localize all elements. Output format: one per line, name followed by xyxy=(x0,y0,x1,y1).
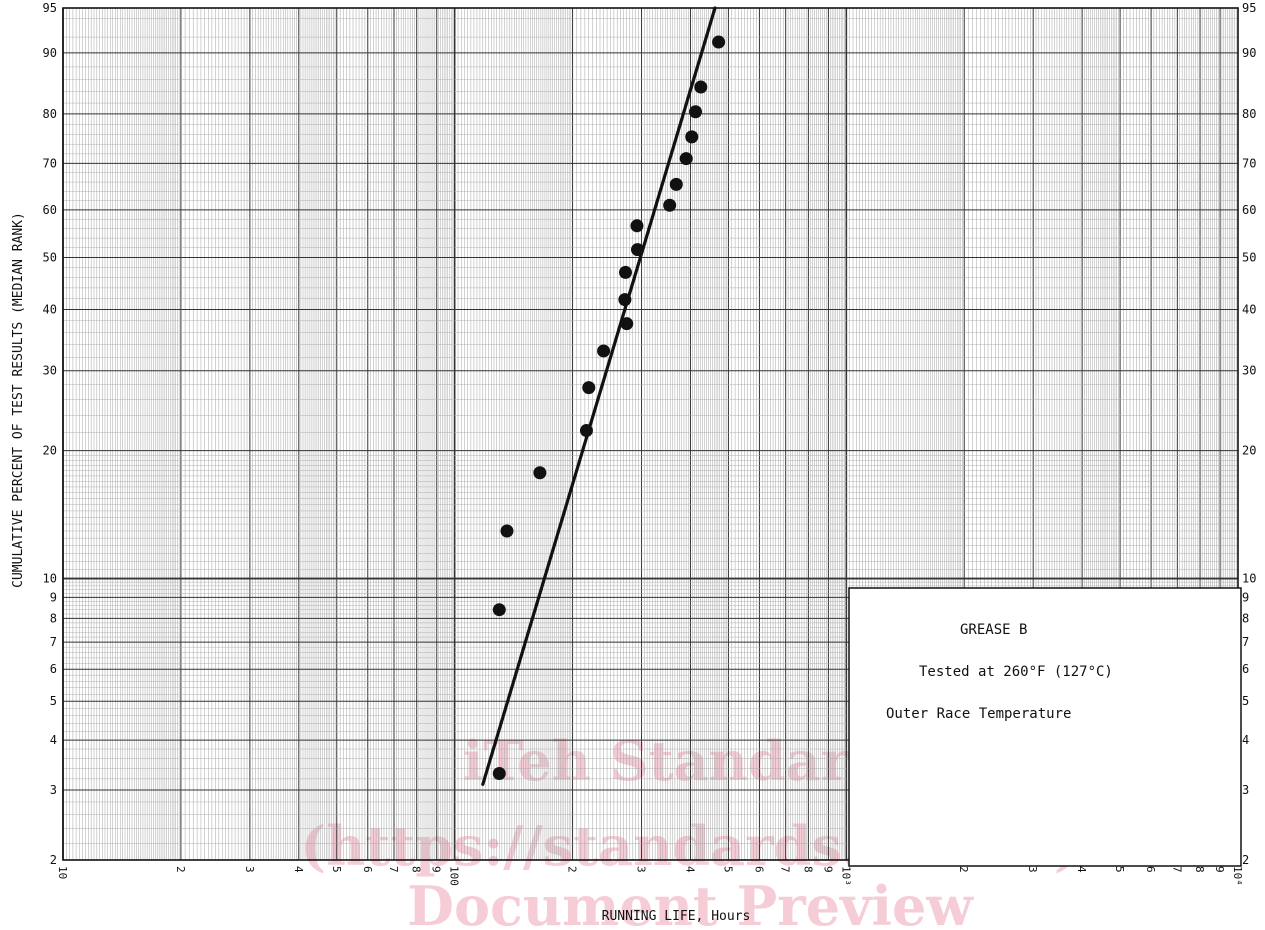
data-point xyxy=(712,35,726,49)
y-tick-label-left: 80 xyxy=(43,107,57,121)
y-tick-label-left: 10 xyxy=(43,572,57,586)
x-tick-label: 9 xyxy=(1213,866,1226,873)
x-tick-label: 8 xyxy=(1193,866,1206,873)
data-point xyxy=(500,524,514,538)
x-tick-label: 6 xyxy=(1144,866,1157,873)
x-tick-label: 5 xyxy=(330,866,343,873)
y-tick-label-right: 40 xyxy=(1242,302,1256,316)
x-tick-label: 7 xyxy=(779,866,792,873)
data-series xyxy=(481,6,726,786)
x-tick-label: 5 xyxy=(721,866,734,873)
y-tick-label-left: 8 xyxy=(50,611,57,625)
x-tick-label: 7 xyxy=(387,866,400,873)
data-point xyxy=(492,767,506,781)
y-tick-label-right: 8 xyxy=(1242,611,1249,625)
y-tick-label-left: 60 xyxy=(43,203,57,217)
y-tick-label-left: 90 xyxy=(43,46,57,60)
y-tick-label-right: 9 xyxy=(1242,590,1249,604)
y-tick-label-right: 6 xyxy=(1242,662,1249,676)
y-tick-label-right: 70 xyxy=(1242,156,1256,170)
x-tick-label: 4 xyxy=(683,866,696,873)
data-point xyxy=(620,317,634,331)
y-tick-label-left: 6 xyxy=(50,662,57,676)
data-point xyxy=(582,381,596,395)
x-tick-label: 100 xyxy=(448,866,461,886)
x-axis-title: RUNNING LIFE, Hours xyxy=(602,909,751,924)
x-tick-label: 2 xyxy=(566,866,579,873)
y-tick-label-right: 50 xyxy=(1242,250,1256,264)
plot-border xyxy=(62,7,1239,861)
x-tick-label: 3 xyxy=(635,866,648,873)
data-point xyxy=(630,219,644,233)
data-point xyxy=(618,265,632,279)
data-point xyxy=(689,105,703,119)
y-tick-label-left: 95 xyxy=(43,1,57,15)
data-point xyxy=(694,80,708,94)
x-tick-label: 5 xyxy=(1113,866,1126,873)
y-tick-label-right: 10 xyxy=(1242,572,1256,586)
annotation-box-bg xyxy=(848,587,1242,867)
y-tick-label-right: 5 xyxy=(1242,694,1249,708)
data-point xyxy=(533,466,547,480)
annotation-line-1: GREASE B xyxy=(960,622,1027,638)
x-tick-label: 10⁴ xyxy=(1231,866,1244,886)
x-tick-label: 6 xyxy=(361,866,374,873)
annotation-line-2: Tested at 260°F (127°C) xyxy=(919,664,1113,680)
y-tick-label-left: 7 xyxy=(50,635,57,649)
x-tick-label: 4 xyxy=(1075,866,1088,873)
y-tick-label-right: 60 xyxy=(1242,203,1256,217)
y-tick-label-right: 7 xyxy=(1242,635,1249,649)
data-point xyxy=(669,177,683,191)
x-tick-label: 10 xyxy=(56,866,69,879)
y-tick-label-left: 20 xyxy=(43,444,57,458)
watermark-line-3: Document Preview xyxy=(407,874,974,930)
y-tick-label-left: 4 xyxy=(50,733,57,747)
data-point xyxy=(631,243,645,257)
y-tick-label-right: 20 xyxy=(1242,444,1256,458)
y-tick-label-left: 30 xyxy=(43,364,57,378)
x-tick-label: 9 xyxy=(821,866,834,873)
annotation-line-3: Outer Race Temperature xyxy=(886,706,1071,722)
data-point xyxy=(679,152,693,166)
y-tick-label-left: 70 xyxy=(43,156,57,170)
fit-line xyxy=(481,6,717,786)
data-point xyxy=(685,130,699,144)
x-tick-label: 2 xyxy=(957,866,970,873)
annotation-box: GREASE B Tested at 260°F (127°C) Outer R… xyxy=(848,587,1242,867)
y-tick-label-left: 5 xyxy=(50,694,57,708)
x-tick-label: 9 xyxy=(430,866,443,873)
x-tick-label: 4 xyxy=(292,866,305,873)
plot-frame xyxy=(62,7,1239,861)
x-tick-label: 8 xyxy=(410,866,423,873)
x-tick-label: 3 xyxy=(1026,866,1039,873)
data-point xyxy=(579,424,593,438)
data-point xyxy=(597,344,611,358)
data-point xyxy=(618,293,632,307)
y-tick-label-right: 2 xyxy=(1242,853,1249,867)
x-tick-label: 2 xyxy=(174,866,187,873)
x-tick-label: 3 xyxy=(243,866,256,873)
y-axis-title: CUMULATIVE PERCENT OF TEST RESULTS (MEDI… xyxy=(11,212,26,588)
y-tick-label-right: 90 xyxy=(1242,46,1256,60)
y-tick-label-right: 30 xyxy=(1242,364,1256,378)
y-tick-label-right: 4 xyxy=(1242,733,1249,747)
data-point xyxy=(663,198,677,212)
x-tick-label: 10³ xyxy=(839,866,852,886)
x-tick-label: 8 xyxy=(801,866,814,873)
y-tick-label-left: 3 xyxy=(50,783,57,797)
y-tick-label-right: 3 xyxy=(1242,783,1249,797)
y-tick-label-right: 95 xyxy=(1242,1,1256,15)
y-tick-label-left: 2 xyxy=(50,853,57,867)
data-point xyxy=(492,603,506,617)
y-tick-label-left: 9 xyxy=(50,590,57,604)
x-tick-label: 7 xyxy=(1170,866,1183,873)
y-tick-label-left: 40 xyxy=(43,302,57,316)
x-tick-label: 6 xyxy=(752,866,765,873)
y-tick-label-left: 50 xyxy=(43,250,57,264)
y-tick-label-right: 80 xyxy=(1242,107,1256,121)
